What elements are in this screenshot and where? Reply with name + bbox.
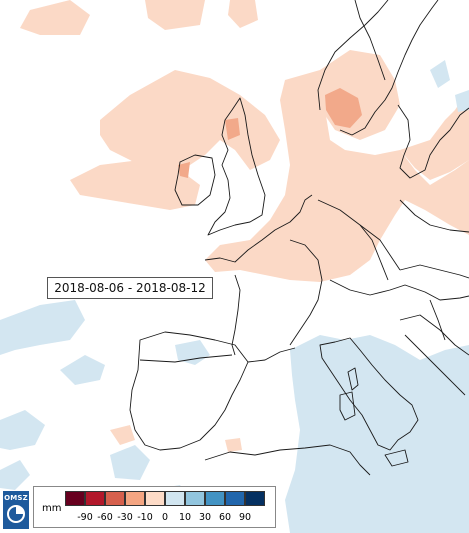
legend-swatch xyxy=(145,491,165,506)
omsz-logo: OMSZ xyxy=(3,491,29,529)
legend-swatch xyxy=(165,491,185,506)
legend-tick-label: 90 xyxy=(238,512,252,523)
wet-anomaly-areas xyxy=(0,60,469,533)
legend-swatches xyxy=(65,491,265,506)
dry-anomaly-areas xyxy=(20,0,469,452)
legend-swatch xyxy=(125,491,145,506)
legend-tick-label: -90 xyxy=(77,512,93,523)
legend-tick-label: 30 xyxy=(198,512,212,523)
legend-tick-label: 10 xyxy=(178,512,192,523)
legend-unit: mm xyxy=(42,503,62,514)
legend-swatch xyxy=(185,491,205,506)
precipitation-legend: mm -90 -60 -30 -10 0 10 30 60 90 xyxy=(33,486,276,528)
legend-swatch xyxy=(105,491,125,506)
legend-swatch xyxy=(225,491,245,506)
legend-swatch xyxy=(205,491,225,506)
strong-dry-anomaly-areas xyxy=(178,88,362,178)
legend-swatch xyxy=(85,491,105,506)
legend-tick-label: -10 xyxy=(137,512,153,523)
logo-text: OMSZ xyxy=(4,494,28,502)
legend-swatch xyxy=(245,491,265,506)
legend-tick-label: -60 xyxy=(97,512,113,523)
legend-tick-label: -30 xyxy=(117,512,133,523)
legend-tick-label: 0 xyxy=(161,512,169,523)
coastlines-and-borders xyxy=(129,0,469,476)
legend-ticks: -90 -60 -30 -10 0 10 30 60 90 xyxy=(65,512,285,524)
legend-swatch xyxy=(65,491,85,506)
logo-swirl-icon xyxy=(7,505,25,523)
legend-tick-label: 60 xyxy=(218,512,232,523)
date-range-label: 2018-08-06 - 2018-08-12 xyxy=(47,277,213,299)
